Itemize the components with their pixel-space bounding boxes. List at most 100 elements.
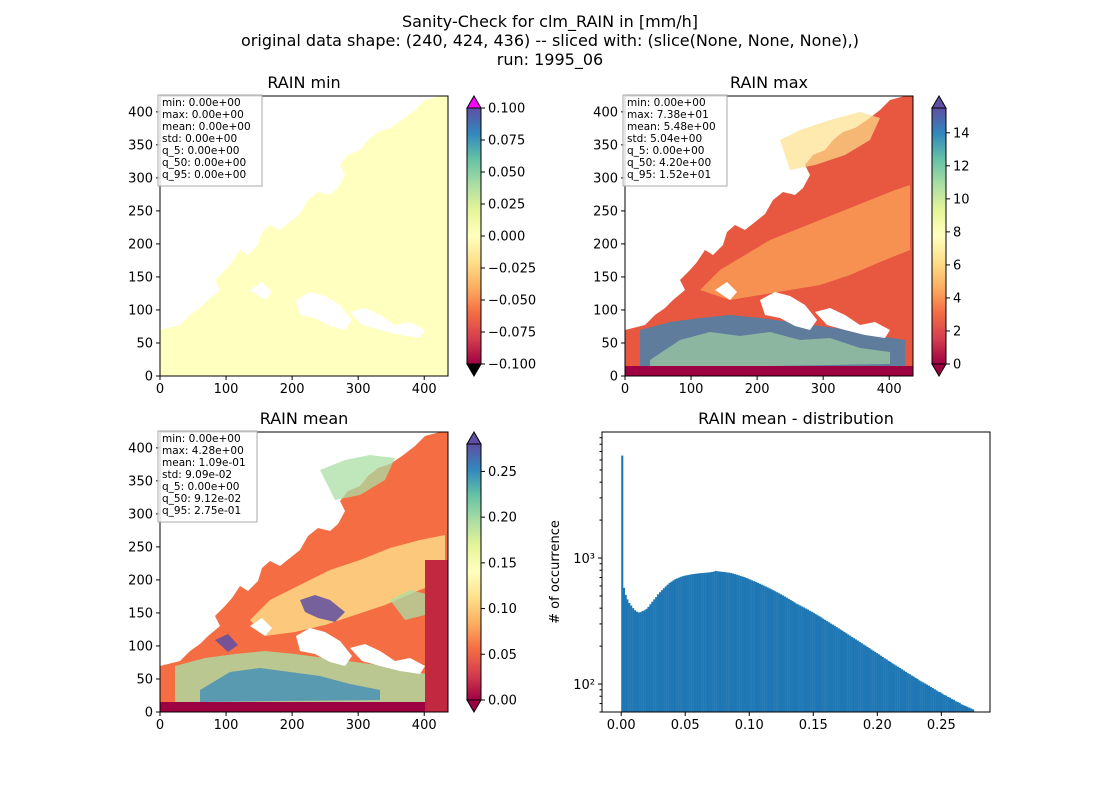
panel-histogram: RAIN mean - distribution 0.00 0.05 0.10 0.1…: [548, 409, 991, 733]
colorbar-tick-label: 14: [953, 126, 970, 141]
histogram-bar: [664, 586, 667, 712]
colorbar-tick-label: 0: [953, 358, 961, 373]
x-tick-label: 100: [679, 382, 704, 397]
histogram-bar: [755, 582, 758, 712]
histogram-bar: [949, 697, 952, 712]
histogram-bar: [945, 695, 948, 712]
histogram-bar: [891, 663, 894, 712]
stat-max: max: 4.28e+00: [162, 445, 244, 457]
histogram-bar: [960, 704, 963, 712]
histogram-bar: [720, 571, 723, 712]
colorbar-over-extend: [466, 95, 482, 109]
stats-box: min: 0.00e+00 max: 4.28e+00 mean: 1.09e-…: [157, 430, 258, 523]
stat-std: std: 9.09e-02: [162, 469, 232, 481]
histogram-bar: [893, 664, 896, 712]
histogram-bar: [901, 669, 904, 712]
map-landmass-south: [160, 338, 448, 376]
histogram-bar: [741, 576, 744, 712]
map-south-edge: [160, 702, 448, 712]
histogram-bar: [851, 637, 854, 712]
histogram-bar: [753, 581, 756, 712]
x-axis: 0 100 200 300 400: [621, 376, 902, 397]
histogram-bar: [641, 610, 644, 712]
stat-q95: q_95: 1.52e+01: [627, 169, 711, 181]
histogram-bar: [914, 677, 917, 712]
colorbar-tick-label: −0.025: [488, 262, 536, 277]
histogram-bar: [651, 601, 654, 712]
colorbar-tick-label: 0.10: [488, 602, 517, 617]
stats-box-frame: [157, 430, 258, 523]
axes-frame: [624, 95, 914, 377]
histogram-bar: [799, 605, 802, 712]
y-tick-label: 150: [593, 270, 618, 285]
x-axis: 0 100 200 300 400: [156, 712, 437, 733]
histogram-bar: [678, 577, 681, 712]
map-land-warm: [625, 96, 913, 376]
histogram-bar: [935, 690, 938, 712]
panel-rain-mean: RAIN mean 0 100 200 300 400 0 50 100 150 200 250 3…: [128, 409, 517, 733]
histogram-bar: [726, 572, 729, 712]
stats-box: min: 0.00e+00 max: 7.38e+01 mean: 5.48e+…: [622, 94, 728, 187]
histogram-bar: [770, 589, 773, 712]
histogram-bar: [826, 621, 829, 712]
stat-q5: q_5: 0.00e+00: [627, 145, 704, 157]
panel-title: RAIN mean: [260, 409, 349, 428]
histogram-bar: [822, 618, 825, 712]
histogram-bar: [714, 570, 717, 712]
histogram-bar: [831, 624, 834, 712]
histogram-bar: [735, 574, 738, 712]
histogram-bar: [657, 594, 660, 712]
histogram-bar: [849, 635, 852, 712]
y-tick-label: 200: [128, 573, 153, 588]
colorbar-tick-label: 0.05: [488, 648, 517, 663]
histogram-bar: [621, 455, 624, 712]
histogram-bar: [781, 595, 785, 712]
y-axis: 0 50 100 150 200 250 300 350 400: [128, 105, 160, 385]
histogram-bar: [743, 577, 746, 712]
panel-rain-min: RAIN min 0 100 200 300 400 0 50 100 150 200 250 30…: [128, 73, 536, 397]
map-sea-mask: [250, 282, 425, 338]
map-sea-mask: [715, 282, 890, 338]
colorbar-ticks: 14 12 10 8 6 4 2 0: [946, 126, 970, 373]
colorbar-under-extend: [931, 363, 947, 377]
x-tick-label: 0.15: [799, 718, 828, 733]
histogram-bar: [837, 628, 840, 712]
histogram-bar: [841, 630, 844, 712]
histogram-bars: [621, 455, 975, 712]
y-tick-label: 350: [128, 474, 153, 489]
histogram-bar: [634, 610, 637, 712]
histogram-bar: [931, 688, 934, 712]
histogram-bar: [776, 592, 779, 712]
histogram-bar: [793, 602, 796, 712]
x-tick-label: 300: [346, 718, 371, 733]
histogram-bar: [843, 631, 846, 712]
y-tick-label: 10²: [573, 678, 595, 693]
histogram-bar: [956, 702, 959, 712]
y-tick-label: 50: [136, 336, 153, 351]
histogram-bar: [774, 591, 777, 712]
x-axis: 0 100 200 300 400: [156, 376, 437, 397]
histogram-bar: [939, 692, 942, 712]
histogram-bar: [682, 576, 685, 712]
y-axis: 0 50 100 150 200 250 300 350 400: [593, 105, 625, 385]
histogram-bar: [695, 573, 698, 712]
histogram-bar: [918, 680, 921, 712]
histogram-bar: [966, 706, 969, 712]
panel-title: RAIN mean - distribution: [698, 409, 894, 428]
colorbar-tick-label: 0.100: [488, 102, 525, 117]
colorbar-gradient: [466, 443, 482, 701]
histogram-bar: [860, 643, 863, 712]
histogram-bar: [660, 590, 664, 712]
histogram-bar: [795, 603, 798, 712]
histogram-bar: [970, 708, 973, 712]
histogram-bar: [783, 596, 786, 712]
stat-q50: q_50: 9.12e-02: [162, 493, 241, 505]
x-tick-label: 0.25: [927, 718, 956, 733]
colorbar-ticks: 0.25 0.20 0.15 0.10 0.05 0.00: [481, 465, 517, 709]
x-tick-label: 0: [621, 382, 629, 397]
colorbar-tick-label: 0.075: [488, 134, 525, 149]
histogram-bar: [787, 598, 790, 712]
histogram-bar: [756, 582, 760, 712]
colorbar-tick-label: −0.100: [488, 358, 536, 373]
x-tick-label: 0.10: [735, 718, 764, 733]
